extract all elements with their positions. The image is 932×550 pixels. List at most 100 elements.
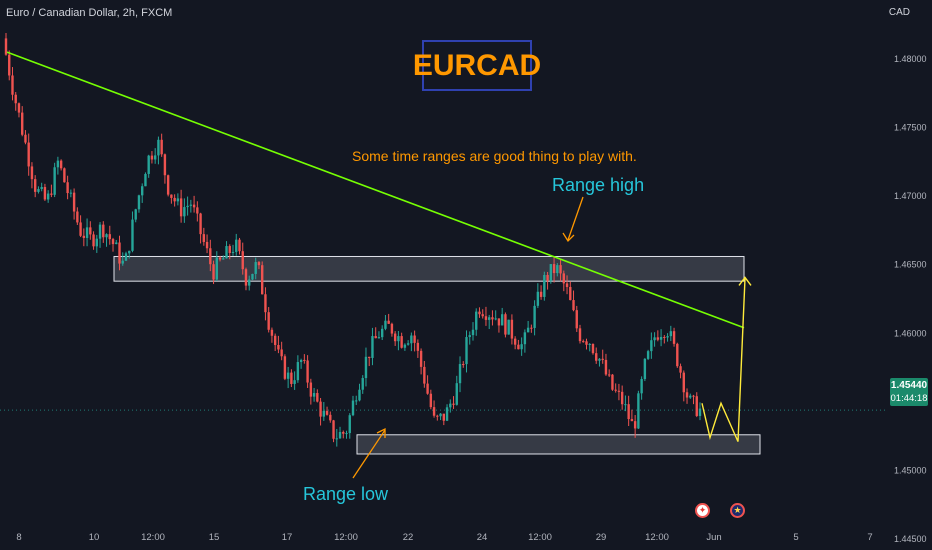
- candle-body: [40, 187, 43, 190]
- symbol-title[interactable]: Euro / Canadian Dollar, 2h, FXCM: [6, 7, 173, 19]
- candle-body: [475, 311, 478, 330]
- candle-body: [121, 260, 124, 264]
- candle-body: [504, 314, 507, 335]
- candle-body: [513, 338, 517, 345]
- candle-body: [426, 383, 429, 394]
- y-tick-label: 1.44500: [894, 534, 927, 544]
- candle-body: [653, 337, 656, 341]
- candle-body: [397, 336, 400, 342]
- candle-body: [270, 329, 274, 336]
- candle-body: [471, 329, 475, 336]
- candle-body: [218, 257, 222, 260]
- candle-body: [423, 366, 426, 384]
- candle-body: [299, 359, 303, 363]
- x-tick-label: 12:00: [528, 532, 552, 543]
- candle-body: [449, 403, 452, 408]
- candle-body: [549, 264, 553, 281]
- candle-body: [63, 168, 66, 183]
- candle-body: [186, 205, 189, 208]
- candle-body: [685, 392, 689, 398]
- x-tick-label: 5: [793, 532, 798, 543]
- candle-body: [27, 142, 30, 167]
- candle-body: [364, 356, 368, 379]
- candle-body: [361, 378, 364, 390]
- candle-body: [604, 359, 608, 375]
- candle-body: [33, 179, 37, 192]
- candle-body: [562, 273, 565, 284]
- candle-body: [153, 155, 157, 160]
- candle-body: [601, 358, 604, 360]
- candle-body: [546, 274, 549, 281]
- candle-body: [416, 342, 420, 351]
- candle-body: [695, 396, 698, 416]
- candle-body: [520, 344, 523, 350]
- candle-body: [400, 336, 403, 348]
- candle-body: [43, 187, 47, 200]
- candle-body: [147, 155, 150, 174]
- candle-body: [228, 246, 231, 253]
- y-tick-label: 1.47000: [894, 191, 927, 201]
- range-high-arrowhead: [562, 232, 575, 243]
- candle-body: [222, 258, 225, 260]
- x-tick-label: 29: [596, 532, 607, 543]
- candle-body: [526, 327, 530, 333]
- candle-body: [212, 264, 215, 280]
- candle-body: [248, 279, 251, 286]
- candle-body: [380, 328, 384, 338]
- candle-body: [157, 139, 160, 156]
- x-tick-label: 10: [89, 532, 100, 543]
- bar-countdown: 01:44:18: [890, 393, 928, 404]
- current-price-badge: 1.45440 01:44:18: [890, 378, 928, 406]
- candle-body: [582, 341, 585, 343]
- candle-body: [565, 283, 569, 287]
- candle-body: [95, 238, 99, 247]
- candle-body: [432, 407, 436, 416]
- candle-body: [351, 400, 355, 416]
- candle-body: [176, 198, 180, 202]
- range-high-zone: [113, 255, 745, 282]
- candle-body: [348, 415, 351, 434]
- candle-body: [79, 222, 82, 236]
- candle-body: [306, 360, 309, 383]
- price-axis[interactable]: 1.480001.475001.470001.465001.460001.455…: [894, 54, 927, 544]
- canada-flag-icon[interactable]: ✦: [695, 503, 710, 518]
- candle-body: [24, 134, 27, 143]
- time-axis[interactable]: 8 10 12:00 15 17 12:00 22 24 12:00 29 12:00 Jun 5 7: [16, 532, 872, 543]
- candle-body: [406, 343, 410, 345]
- y-tick-label: 1.48000: [894, 54, 927, 64]
- candle-body: [552, 264, 556, 274]
- x-tick-label: 7: [867, 532, 872, 543]
- candle-body: [462, 364, 465, 366]
- x-tick-label: 17: [282, 532, 293, 543]
- candle-body: [267, 312, 270, 330]
- range-low-arrowhead: [376, 427, 386, 438]
- eu-flag-icon[interactable]: ★: [730, 503, 745, 518]
- candle-body: [439, 413, 442, 417]
- candle-body: [231, 251, 235, 253]
- candle-body: [468, 335, 471, 338]
- candle-body: [377, 337, 381, 339]
- candle-body: [595, 353, 598, 361]
- candle-body: [183, 207, 186, 217]
- range-low-zone: [356, 434, 761, 455]
- candle-body: [332, 420, 335, 439]
- candle-body: [189, 204, 193, 206]
- candle-body: [569, 286, 572, 301]
- x-tick-label: 12:00: [141, 532, 165, 543]
- candle-body: [510, 319, 514, 339]
- candle-body: [345, 433, 348, 435]
- candle-body: [458, 364, 462, 384]
- candle-body: [530, 327, 533, 329]
- candle-body: [98, 224, 102, 239]
- candle-body: [244, 269, 248, 286]
- candle-body: [633, 421, 637, 429]
- y-tick-label: 1.47500: [894, 123, 927, 133]
- candle-body: [260, 265, 264, 295]
- candle-body: [46, 193, 50, 200]
- candle-body: [137, 195, 141, 210]
- candle-body: [494, 318, 497, 320]
- candle-body: [56, 160, 60, 168]
- candle-body: [598, 358, 601, 361]
- candle-body: [14, 94, 17, 104]
